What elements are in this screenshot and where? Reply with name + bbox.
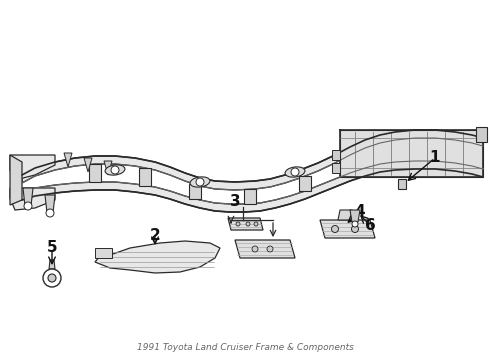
Text: 5: 5 (47, 240, 57, 256)
Polygon shape (338, 210, 355, 220)
Circle shape (352, 221, 358, 227)
Circle shape (43, 269, 61, 287)
Text: 3: 3 (230, 194, 240, 210)
Circle shape (351, 225, 359, 233)
Circle shape (252, 246, 258, 252)
Polygon shape (45, 195, 55, 213)
Text: 6: 6 (365, 217, 375, 233)
Polygon shape (350, 210, 360, 222)
Text: 4: 4 (355, 204, 366, 220)
Polygon shape (84, 158, 92, 172)
Polygon shape (340, 130, 483, 177)
Circle shape (291, 168, 299, 176)
Polygon shape (476, 127, 487, 142)
Circle shape (24, 202, 32, 210)
Polygon shape (95, 241, 220, 273)
Ellipse shape (190, 177, 210, 187)
Polygon shape (244, 189, 256, 204)
Polygon shape (189, 184, 201, 199)
Ellipse shape (105, 165, 125, 175)
Polygon shape (10, 155, 55, 180)
Ellipse shape (285, 167, 305, 177)
Circle shape (246, 222, 250, 226)
Circle shape (46, 209, 54, 217)
Circle shape (111, 166, 119, 174)
Polygon shape (299, 176, 311, 191)
Polygon shape (332, 150, 340, 160)
Polygon shape (22, 161, 483, 212)
Circle shape (236, 222, 240, 226)
Text: 1991 Toyota Land Cruiser Frame & Components: 1991 Toyota Land Cruiser Frame & Compone… (137, 343, 353, 352)
Polygon shape (228, 218, 263, 230)
Text: 2: 2 (149, 228, 160, 243)
Polygon shape (235, 240, 295, 258)
Polygon shape (22, 130, 483, 190)
Polygon shape (104, 161, 112, 175)
Polygon shape (10, 155, 22, 205)
Polygon shape (49, 260, 55, 269)
Polygon shape (23, 188, 33, 206)
Circle shape (267, 246, 273, 252)
Circle shape (196, 178, 204, 186)
Polygon shape (10, 188, 55, 210)
Circle shape (48, 274, 56, 282)
Polygon shape (320, 220, 375, 238)
Polygon shape (89, 164, 101, 182)
Polygon shape (332, 163, 340, 173)
Polygon shape (64, 153, 72, 167)
Polygon shape (139, 168, 151, 185)
Circle shape (254, 222, 258, 226)
Polygon shape (95, 248, 112, 258)
Text: 1: 1 (430, 150, 440, 166)
Circle shape (332, 225, 339, 233)
Polygon shape (398, 179, 406, 189)
